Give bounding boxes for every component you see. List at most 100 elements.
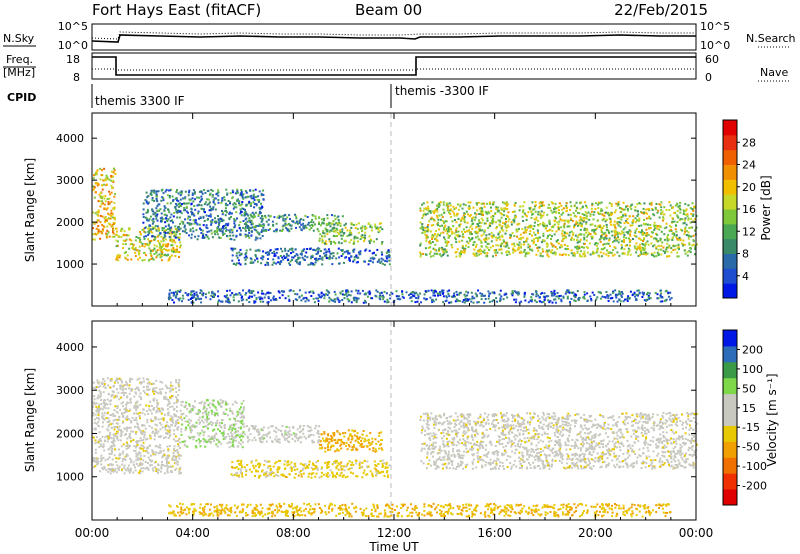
echo-cell-power-2 <box>233 222 236 225</box>
echo-cell-power-6 <box>548 219 551 222</box>
echo-cell-power-6 <box>425 237 428 240</box>
echo-cell-power-7 <box>365 301 367 304</box>
echo-cell-power-6 <box>523 241 526 243</box>
echo-cell-vel-0 <box>171 405 174 408</box>
echo-cell-vel-0 <box>129 380 132 383</box>
echo-cell-power-6 <box>678 238 681 241</box>
echo-cell-power-2 <box>208 202 211 205</box>
echo-cell-vel-0 <box>103 411 106 414</box>
echo-cell-power-7 <box>273 298 276 301</box>
echo-cell-power-1 <box>179 241 182 244</box>
echo-cell-power-5 <box>296 261 299 264</box>
echo-cell-power-1 <box>137 253 140 256</box>
echo-cell-power-6 <box>444 224 447 227</box>
echo-cell-vel-0 <box>130 469 132 472</box>
echo-cell-power-1 <box>138 245 141 248</box>
echo-cell-vel-0 <box>120 432 123 435</box>
echo-cell-power-6 <box>591 235 594 238</box>
echo-cell-vel-0 <box>125 429 128 432</box>
echo-cell-power-5 <box>294 248 297 251</box>
echo-cell-power-6 <box>472 244 475 246</box>
echo-cell-vel-0 <box>133 449 136 452</box>
echo-cell-power-4 <box>370 239 373 242</box>
nave-label: Nave <box>760 66 788 79</box>
echo-cell-power-0 <box>106 229 109 232</box>
echo-cell-vel-0 <box>139 472 142 475</box>
echo-cell-power-1 <box>148 259 151 262</box>
echo-cell-power-7 <box>304 300 307 303</box>
echo-cell-power-6 <box>610 205 613 208</box>
echo-cell-power-6 <box>525 219 528 221</box>
echo-cell-power-2 <box>206 235 209 238</box>
echo-cell-power-1 <box>164 238 167 241</box>
echo-cell-power-2 <box>163 231 166 234</box>
echo-cell-power-6 <box>663 213 666 216</box>
echo-cell-power-7 <box>619 292 622 295</box>
echo-cell-power-6 <box>580 223 583 225</box>
echo-cell-vel-0 <box>101 412 104 415</box>
echo-cell-power-6 <box>513 219 516 222</box>
echo-cell-power-4 <box>350 233 353 236</box>
echo-cell-power-3 <box>294 213 296 216</box>
echo-cell-vel-0 <box>139 469 142 472</box>
echo-cell-power-6 <box>639 249 642 252</box>
echo-cell-power-7 <box>264 293 267 296</box>
echo-cell-vel-0 <box>118 418 121 421</box>
echo-cell-power-6 <box>666 250 669 253</box>
echo-cell-power-6 <box>486 242 489 245</box>
echo-cell-power-6 <box>520 251 523 254</box>
echo-cell-power-2 <box>147 202 149 205</box>
echo-cell-power-6 <box>549 228 552 231</box>
echo-cell-power-6 <box>611 241 614 244</box>
echo-cell-power-6 <box>537 220 540 223</box>
echo-cell-vel-0 <box>135 455 138 458</box>
echo-cell-power-2 <box>145 217 148 220</box>
echo-cell-vel-0 <box>159 470 162 473</box>
echo-cell-power-6 <box>579 238 582 241</box>
echo-cell-power-2 <box>254 211 257 214</box>
echo-cell-power-5 <box>256 260 259 263</box>
echo-cell-power-6 <box>573 254 576 257</box>
echo-cell-power-6 <box>684 217 687 220</box>
echo-cell-power-6 <box>657 253 660 255</box>
echo-cell-vel-0 <box>124 417 127 420</box>
echo-cell-power-6 <box>672 249 675 251</box>
echo-cell-power-6 <box>500 248 503 251</box>
echo-cell-power-5 <box>378 258 381 261</box>
echo-cell-power-5 <box>286 259 289 262</box>
echo-cell-vel-0 <box>170 384 172 387</box>
echo-cell-power-6 <box>555 210 558 213</box>
echo-cell-power-6 <box>441 220 444 223</box>
echo-cell-power-2 <box>217 201 220 204</box>
echo-cell-power-2 <box>176 210 179 213</box>
echo-cell-power-6 <box>649 217 652 220</box>
echo-cell-power-5 <box>341 249 344 252</box>
echo-cell-power-6 <box>494 212 497 215</box>
echo-cell-vel-0 <box>116 426 119 428</box>
echo-cell-power-7 <box>558 295 561 297</box>
echo-cell-power-6 <box>670 247 673 250</box>
echo-cell-power-6 <box>691 208 694 211</box>
echo-cell-power-7 <box>171 298 174 301</box>
echo-cell-power-6 <box>668 209 671 211</box>
echo-cell-vel-0 <box>125 445 128 447</box>
echo-cell-vel-0 <box>142 445 145 448</box>
echo-cell-power-1 <box>175 248 178 251</box>
echo-cell-power-5 <box>310 261 313 264</box>
echo-cell-power-7 <box>454 300 457 303</box>
echo-cell-power-2 <box>162 199 165 202</box>
echo-cell-power-2 <box>161 227 164 229</box>
echo-cell-vel-0 <box>117 391 120 394</box>
echo-cell-power-6 <box>636 219 638 222</box>
echo-cell-power-6 <box>542 204 545 207</box>
echo-cell-power-6 <box>686 254 689 257</box>
echo-cell-power-6 <box>516 248 519 251</box>
echo-cell-power-3 <box>297 222 299 225</box>
echo-cell-power-6 <box>628 215 631 218</box>
echo-cell-power-7 <box>535 295 538 298</box>
echo-cell-power-2 <box>242 208 245 210</box>
echo-cell-power-6 <box>558 220 561 223</box>
echo-cell-power-6 <box>461 247 464 249</box>
echo-cell-power-0 <box>102 179 105 182</box>
echo-cell-power-6 <box>692 234 695 237</box>
